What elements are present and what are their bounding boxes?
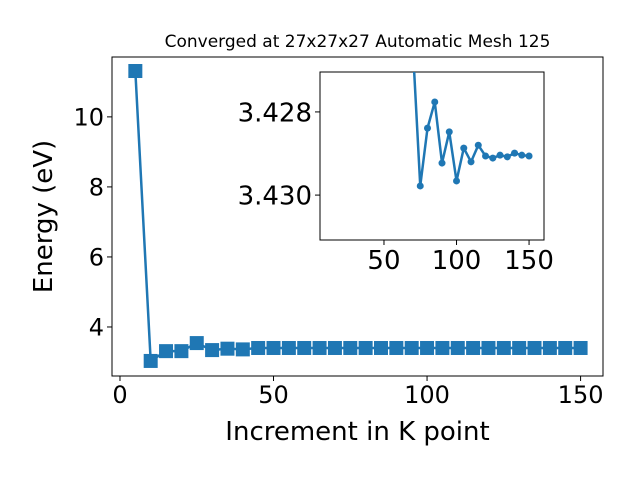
marker [373, 340, 388, 355]
marker [453, 177, 461, 185]
x-tick-label: 100 [404, 381, 450, 409]
y-tick-label: 3.428 [238, 98, 312, 128]
marker [525, 152, 533, 160]
y-tick-label: 10 [73, 104, 104, 132]
y-tick-label: 8 [89, 174, 104, 202]
marker [511, 149, 519, 157]
marker [266, 340, 281, 355]
marker [327, 340, 342, 355]
marker [460, 144, 468, 152]
marker [482, 152, 490, 160]
marker [220, 341, 235, 356]
marker [474, 141, 482, 149]
marker [159, 344, 174, 359]
marker [518, 151, 526, 159]
marker [450, 340, 465, 355]
marker [143, 353, 158, 368]
y-axis-label: Energy (eV) [29, 140, 59, 293]
marker [281, 340, 296, 355]
marker [189, 336, 204, 351]
marker [489, 154, 497, 162]
marker [251, 340, 266, 355]
series-group [128, 64, 588, 368]
marker [435, 340, 450, 355]
marker [389, 340, 404, 355]
marker [424, 124, 432, 132]
chart-title: Converged at 27x27x27 Automatic Mesh 125 [165, 32, 551, 52]
marker [205, 343, 220, 358]
marker [503, 153, 511, 161]
x-tick-label: 0 [112, 381, 127, 409]
marker [404, 340, 419, 355]
x-axis-label: Increment in K point [225, 417, 489, 447]
marker [558, 340, 573, 355]
marker [512, 340, 527, 355]
x-tick-label: 100 [432, 246, 482, 276]
series-group [412, 72, 533, 190]
marker [312, 340, 327, 355]
marker [527, 340, 542, 355]
marker [235, 342, 250, 357]
x-tick-label: 50 [258, 381, 289, 409]
marker [128, 64, 143, 79]
marker [496, 340, 511, 355]
y-tick-label: 4 [89, 314, 104, 342]
marker [343, 340, 358, 355]
marker [420, 340, 435, 355]
marker [416, 182, 424, 190]
y-tick-label: 6 [89, 244, 104, 272]
marker [467, 158, 475, 166]
marker [466, 340, 481, 355]
marker [438, 159, 446, 167]
x-tick-label: 50 [367, 246, 400, 276]
marker [573, 340, 588, 355]
marker [174, 344, 189, 359]
marker [496, 151, 504, 159]
marker [358, 340, 373, 355]
marker [297, 340, 312, 355]
marker [431, 98, 439, 106]
x-tick-label: 150 [558, 381, 604, 409]
marker [481, 340, 496, 355]
x-tick-label: 150 [504, 246, 554, 276]
marker [445, 128, 453, 136]
y-tick-label: 3.430 [238, 181, 312, 211]
marker [542, 340, 557, 355]
